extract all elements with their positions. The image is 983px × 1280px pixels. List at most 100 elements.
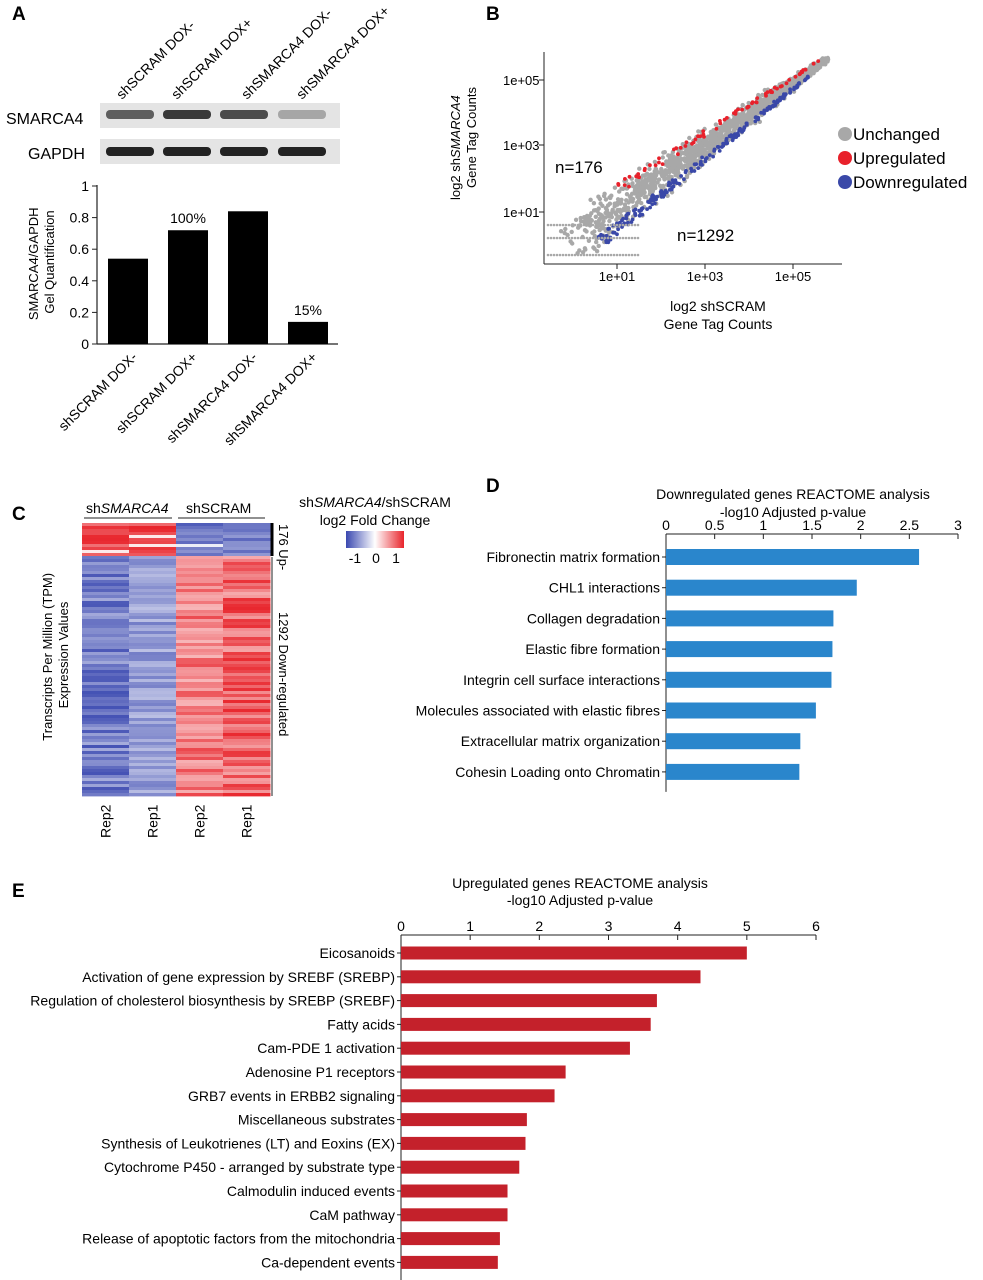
point-downregulated (805, 74, 810, 79)
point-unchanged (607, 195, 612, 200)
heatmap-cell (176, 790, 224, 794)
point-unchanged (570, 253, 574, 257)
point-upregulated (672, 147, 676, 152)
point-unchanged (609, 223, 613, 227)
bar (401, 1113, 527, 1127)
heatmap-cell (82, 736, 130, 740)
point-unchanged (584, 216, 590, 221)
heatmap-cell (223, 727, 271, 731)
point-unchanged (589, 218, 594, 223)
point-unchanged (582, 246, 588, 251)
heatmap-cell (82, 712, 130, 716)
heatmap-cell (223, 709, 271, 713)
heatmap-cell (223, 715, 271, 719)
heatmap-cell (82, 532, 130, 536)
heatmap-cell (176, 730, 224, 734)
heatmap-cell (223, 787, 271, 791)
point-unchanged (612, 185, 618, 190)
point-upregulated (714, 126, 719, 131)
heatmap-cell (129, 544, 177, 548)
point-unchanged (647, 166, 652, 172)
group-label-shsmarca4: shSMARCA4 (86, 500, 169, 516)
heatmap-cell (176, 625, 224, 629)
x-axis-label: Gene Tag Counts (664, 316, 773, 332)
heatmap-cell (223, 553, 271, 557)
bar (401, 1232, 500, 1246)
heatmap-cell (176, 694, 224, 698)
gapdh-band (220, 147, 268, 156)
point-downregulated (677, 181, 682, 186)
heatmap-cell (129, 607, 177, 611)
point-upregulated (636, 172, 641, 176)
point-unchanged (549, 236, 553, 240)
point-unchanged (667, 170, 672, 175)
smarca4-band (106, 110, 154, 119)
heatmap-cell (129, 787, 177, 791)
category-label: Extracellular matrix organization (461, 733, 660, 749)
upregulated-reactome-chart: Upregulated genes REACTOME analysis -log… (30, 875, 820, 1280)
gapdh-band (278, 147, 326, 156)
upregulated-count: n=176 (555, 158, 603, 177)
point-downregulated (775, 98, 780, 103)
point-downregulated (797, 81, 801, 85)
point-unchanged (652, 159, 658, 165)
heatmap-cell (223, 613, 271, 617)
point-downregulated (696, 166, 701, 171)
heatmap-cell (176, 592, 224, 596)
heatmap-cell (129, 793, 177, 797)
heatmap-cell (129, 622, 177, 626)
point-unchanged (693, 148, 698, 153)
point-unchanged (617, 189, 622, 194)
point-unchanged (565, 232, 570, 238)
bar (401, 1255, 498, 1269)
point-unchanged (616, 200, 621, 206)
point-upregulated (722, 117, 727, 122)
point-unchanged (659, 166, 664, 172)
heatmap-cell (223, 742, 271, 746)
point-downregulated (637, 213, 642, 218)
x-tick-label: 3 (954, 517, 962, 533)
heatmap-cell (223, 580, 271, 584)
point-unchanged (606, 213, 611, 218)
heatmap-cell (223, 769, 271, 773)
heatmap-cell (82, 601, 130, 605)
heatmap-cell (82, 631, 130, 635)
point-unchanged (637, 166, 642, 171)
y-tick-label: 1 (81, 178, 89, 194)
legend-label: Unchanged (853, 125, 940, 144)
point-unchanged (569, 229, 574, 235)
heatmap-cell (223, 640, 271, 644)
heatmap-cell (82, 637, 130, 641)
downregulated-count: n=1292 (677, 226, 734, 245)
point-unchanged (627, 253, 631, 257)
bar (108, 258, 148, 344)
heatmap-cell (223, 721, 271, 725)
heatmap-cell (223, 748, 271, 752)
category-label: CHL1 interactions (549, 580, 660, 596)
point-unchanged (735, 117, 740, 123)
point-downregulated (741, 128, 746, 133)
heatmap-cell (129, 547, 177, 551)
category-label: Calmodulin induced events (227, 1183, 395, 1199)
heatmap-cell (129, 667, 177, 671)
heatmap-cell (223, 583, 271, 587)
point-unchanged (615, 236, 619, 240)
point-unchanged (591, 201, 597, 206)
point-downregulated (632, 208, 636, 213)
heatmap-cell (176, 748, 224, 752)
point-unchanged (603, 197, 609, 202)
point-downregulated (694, 162, 699, 167)
legend-marker-downregulated (838, 175, 852, 189)
heatmap-cell (223, 736, 271, 740)
category-label: Collagen degradation (527, 610, 660, 626)
point-unchanged (740, 102, 745, 108)
point-unchanged (561, 223, 565, 227)
heatmap-cell (129, 628, 177, 632)
heatmap-cell (176, 763, 224, 767)
point-downregulated (717, 149, 722, 153)
category-label: Eicosanoids (320, 945, 396, 961)
point-downregulated (788, 91, 792, 95)
point-unchanged (600, 223, 604, 227)
heatmap-cell (223, 646, 271, 650)
point-unchanged (687, 135, 692, 141)
